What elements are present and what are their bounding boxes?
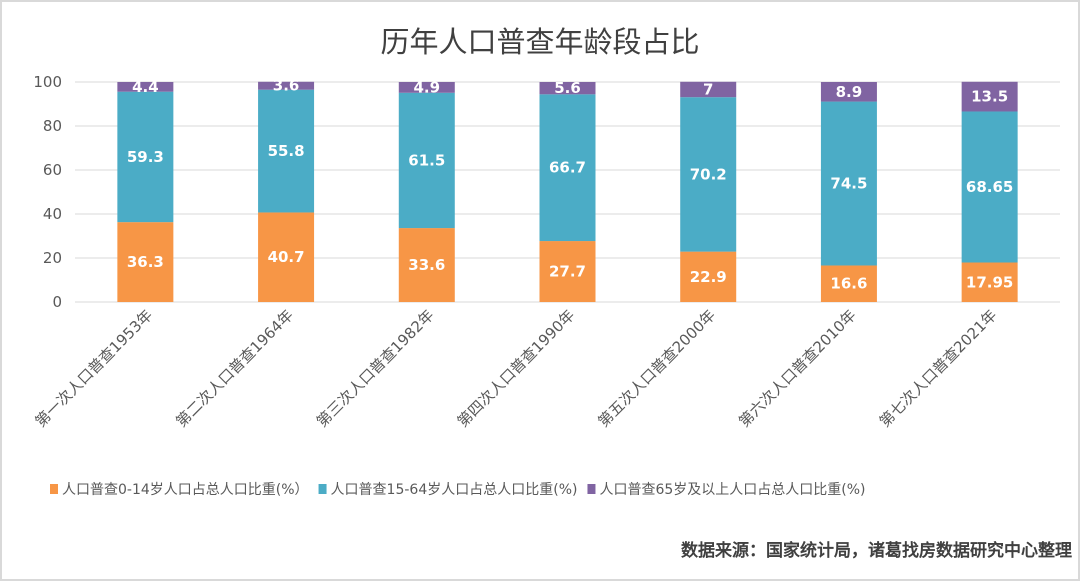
data-label: 3.6 xyxy=(273,77,300,95)
data-label: 40.7 xyxy=(268,248,305,266)
y-tick-label: 40 xyxy=(43,205,62,223)
bar-segment xyxy=(398,82,455,93)
bar-segment xyxy=(258,212,315,302)
data-label: 17.95 xyxy=(966,273,1013,291)
bar-segment xyxy=(258,81,315,90)
x-category-label: 第四次人口普查1990年 xyxy=(454,306,579,431)
source-note: 数据来源：国家统计局，诸葛找房数据研究中心整理 xyxy=(681,540,1072,561)
bar-segment xyxy=(820,82,877,102)
bar-segment xyxy=(680,81,737,98)
y-tick-label: 20 xyxy=(43,249,62,267)
chart-title: 历年人口普查年龄段占比 xyxy=(380,25,699,59)
bar-segment xyxy=(820,265,877,302)
y-tick-label: 80 xyxy=(43,117,62,135)
x-category-label: 第七次人口普查2021年 xyxy=(876,306,1001,431)
bar-segment xyxy=(680,251,737,302)
legend-swatch xyxy=(50,484,58,494)
bar-segment xyxy=(117,222,174,302)
data-label: 7 xyxy=(703,80,713,98)
data-label: 13.5 xyxy=(971,88,1008,106)
bar-segment xyxy=(398,228,455,302)
bar-segment xyxy=(398,92,455,229)
bar-segment xyxy=(539,241,596,302)
legend-label: 人口普查0-14岁人口占总人口比重(%） xyxy=(62,482,309,498)
legend-swatch xyxy=(587,484,596,494)
bar-segment xyxy=(539,82,596,95)
data-label: 4.4 xyxy=(132,78,159,96)
bar-segment xyxy=(117,91,174,223)
data-label: 16.6 xyxy=(830,275,867,293)
x-category-label: 第五次人口普查2000年 xyxy=(594,306,719,431)
bar-segment xyxy=(539,94,596,242)
y-tick-label: 100 xyxy=(33,73,62,91)
data-label: 22.9 xyxy=(690,268,727,286)
bar-segment xyxy=(258,89,315,213)
data-label: 33.6 xyxy=(408,256,445,274)
x-category-label: 第二次人口普查1964年 xyxy=(172,306,297,431)
x-category-label: 第六次人口普查2010年 xyxy=(735,306,860,431)
x-category-label: 第三次人口普查1982年 xyxy=(313,306,438,431)
data-label: 66.7 xyxy=(549,159,586,177)
y-tick-label: 60 xyxy=(43,161,62,179)
data-label: 55.8 xyxy=(268,142,305,160)
bar-segment xyxy=(117,82,174,92)
data-label: 68.65 xyxy=(966,178,1013,196)
bar-segment xyxy=(961,81,1018,112)
data-label: 59.3 xyxy=(127,148,164,166)
data-label: 5.6 xyxy=(554,79,581,97)
bar-segment xyxy=(961,262,1018,302)
bar-segment xyxy=(680,97,737,252)
legend-swatch xyxy=(318,484,327,494)
data-label: 74.5 xyxy=(830,175,867,193)
data-label: 8.9 xyxy=(836,83,863,101)
data-label: 36.3 xyxy=(127,253,164,271)
legend-label: 人口普查15-64岁人口占总人口比重(%) xyxy=(331,482,578,498)
data-label: 61.5 xyxy=(408,151,445,169)
bar-segment xyxy=(961,111,1018,263)
data-label: 4.9 xyxy=(413,78,440,96)
x-category-label: 第一次人口普查1953年 xyxy=(32,306,157,431)
legend-label: 人口普查65岁及以上人口占总人口比重(%) xyxy=(599,482,865,498)
data-label: 27.7 xyxy=(549,263,586,281)
data-label: 70.2 xyxy=(690,165,727,183)
y-tick-label: 0 xyxy=(52,293,62,311)
bar-segment xyxy=(820,101,877,266)
